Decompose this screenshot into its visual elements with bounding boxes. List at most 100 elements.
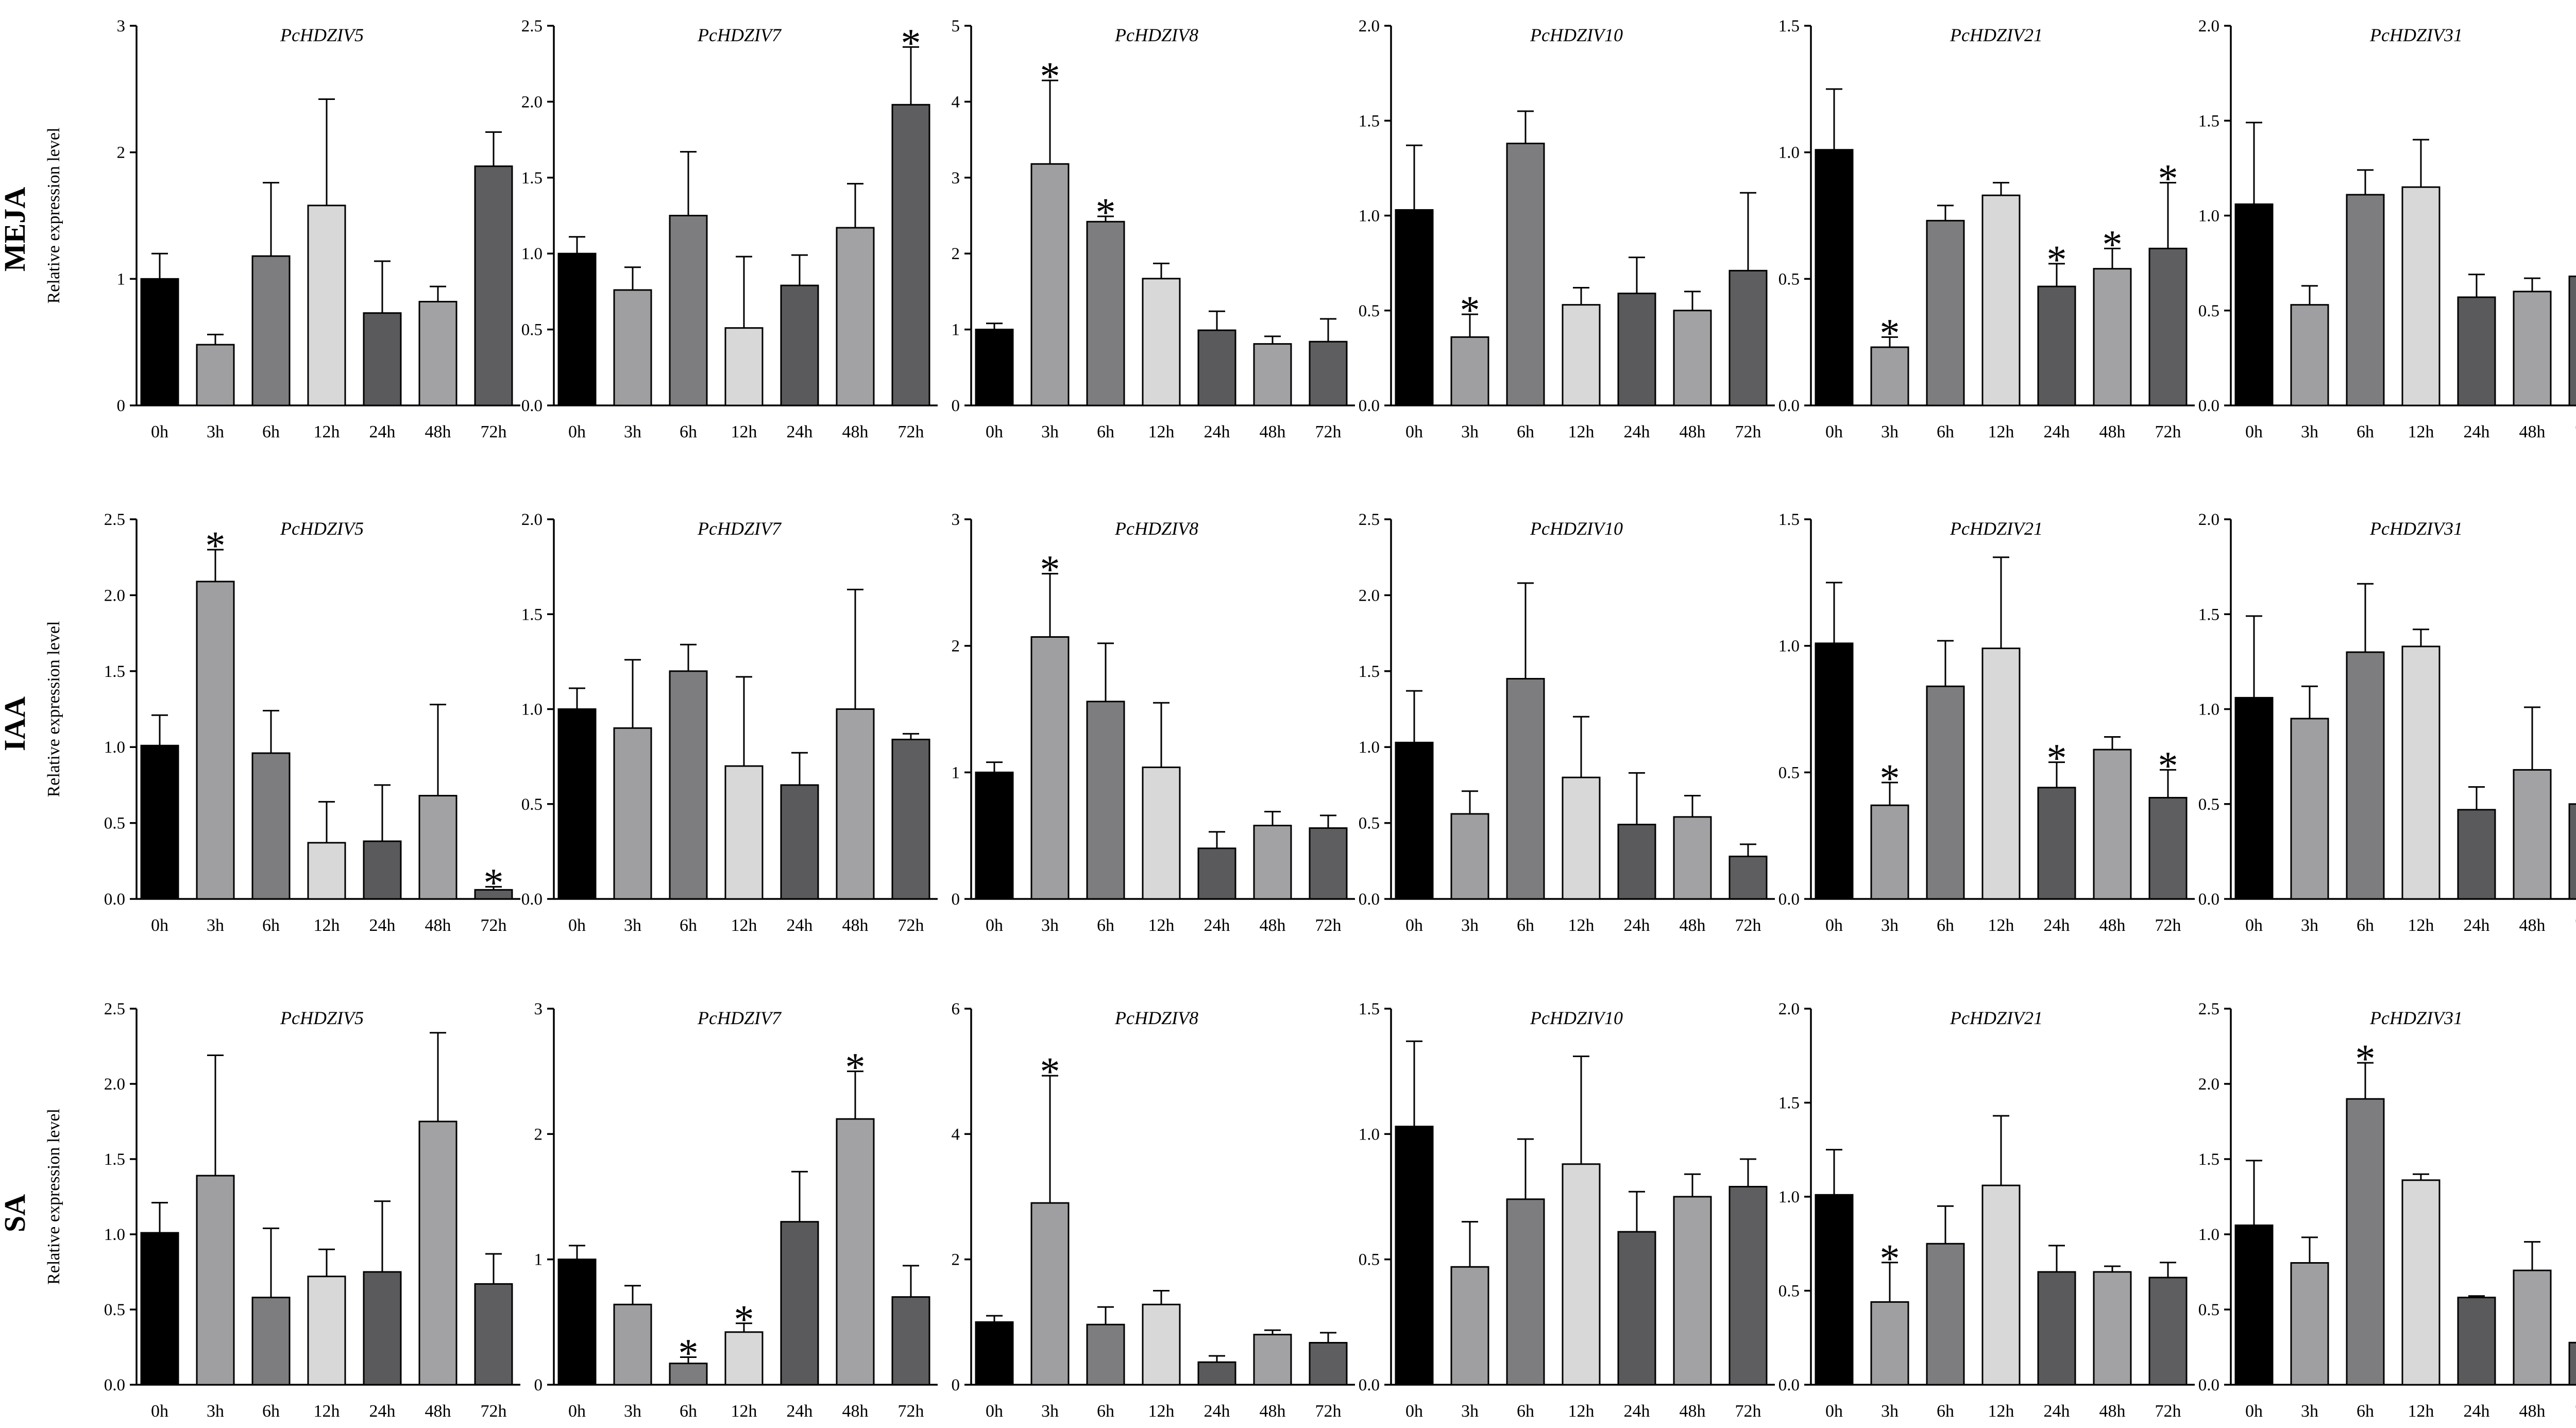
x-tick-label: 72h [1315,916,1342,935]
error-bar [569,1245,585,1260]
y-tick-label: 2 [117,144,126,162]
x-tick-label: 48h [425,916,451,935]
bar-12h [1562,776,1601,900]
x-tick-label: 48h [842,916,869,935]
error-bar [1573,287,1589,305]
x-tick-label: 12h [731,422,757,441]
significance-marker: * [1040,1049,1060,1094]
error-bar [1629,1191,1645,1232]
y-tick-label: 0.0 [1359,890,1380,909]
significance-marker: * [2355,1036,2376,1081]
x-tick-label: 6h [1097,1402,1114,1421]
bar-6h [1086,701,1125,900]
x-tick-label: 72h [898,916,924,935]
panel-sa-pchdziv8: 0 2 4 6 PcHDZIV8 0h * 3h 6h 12h 24h 48h 72h [952,1000,1355,1421]
bar-24h [1617,824,1656,900]
significance-marker: * [1880,756,1900,801]
error-bar [2104,247,2121,269]
bar-72h [2568,275,2576,406]
panel-meja-pchdziv7: 0.0 0.5 1.0 1.5 2.0 2.5 PcHDZIV7 0h 3h 6h 12h 24h 48… [521,17,938,441]
bar-48h [836,1118,875,1386]
x-tick-label: 24h [787,422,813,441]
error-bar [207,1055,224,1176]
bar-0h [2234,696,2274,900]
x-tick-label: 0h [151,916,168,935]
bar-72h [1728,269,1768,406]
error-bar [1462,790,1478,814]
x-tick-label: 24h [1624,916,1650,935]
x-tick-label: 48h [1260,1402,1286,1421]
x-tick-label: 12h [2408,916,2434,935]
error-bar [2104,1265,2121,1272]
error-bar [430,1032,446,1121]
bar-24h [780,784,819,900]
y-tick-label: 2.5 [104,1000,125,1018]
x-tick-label: 3h [207,422,224,441]
significance-marker: * [1040,54,1060,98]
error-bar [1042,1075,1058,1203]
error-bar [2413,628,2429,647]
x-tick-label: 0h [2245,422,2263,441]
error-bar [903,733,919,740]
x-tick-label: 0h [151,422,168,441]
error-bar [1629,772,1645,825]
error-bar [2357,1062,2374,1099]
panel-title: PcHDZIV7 [697,518,782,539]
bar-3h [613,289,652,406]
significance-marker: * [845,1045,866,1090]
significance-marker: * [2103,222,2123,266]
error-bar [2524,277,2540,292]
bar-6h [251,255,291,406]
error-bar [1406,144,1422,210]
error-bar [1684,291,1701,311]
x-tick-label: 3h [207,1402,224,1421]
treatment-label-meja: MEJA [0,187,31,271]
y-tick-label: 0.5 [1778,1282,1800,1301]
y-tick-label: 1.5 [1778,1094,1800,1113]
bar-48h [2093,749,2132,900]
bar-6h [251,1297,291,1386]
error-bar [1209,831,1225,848]
chart-panels: Relative expression level 0 1 2 3 PcHDZIV5 0h 3… [44,17,2576,1421]
bar-3h [196,581,235,900]
error-bar [1993,182,2009,196]
y-tick-label: 0.0 [2198,890,2219,909]
x-tick-label: 0h [1825,422,1843,441]
error-bar [1993,556,2009,649]
panel-meja-pchdziv8: 0 1 2 3 4 5 PcHDZIV8 0h * 3h * 6h 12h 24h 48h 72h [952,17,1355,441]
error-bar [1406,1040,1422,1127]
bar-72h [2148,247,2188,406]
x-tick-label: 0h [568,422,586,441]
error-bar [2246,122,2262,205]
bar-6h [251,752,291,900]
x-tick-label: 6h [1097,916,1114,935]
x-tick-label: 3h [1881,422,1899,441]
x-tick-label: 72h [898,422,924,441]
x-tick-label: 24h [787,916,813,935]
bar-0h [975,329,1014,406]
significance-marker: * [1096,190,1116,234]
x-tick-label: 72h [481,1402,507,1421]
bar-12h [2401,1179,2441,1386]
bar-72h [1728,1186,1768,1386]
x-tick-label: 48h [425,422,451,441]
y-tick-label: 0.0 [1778,1376,1800,1395]
error-bar [1264,1329,1281,1335]
y-tick-label: 3 [952,169,960,188]
bar-48h [2513,291,2552,406]
x-tick-label: 12h [1568,422,1595,441]
error-bar [1517,582,1534,679]
x-tick-label: 72h [2575,1402,2576,1421]
significance-marker: * [2047,237,2067,282]
y-tick-label: 0.0 [2198,397,2219,415]
y-tick-label: 2 [952,1251,960,1269]
significance-marker: * [2158,156,2178,201]
y-tick-label: 4 [952,1125,960,1144]
bar-12h [307,842,346,900]
bar-12h [724,327,764,406]
error-bar [791,254,808,286]
y-tick-label: 1.0 [1359,207,1380,226]
error-bar [1097,1306,1114,1325]
x-tick-label: 0h [151,1402,168,1421]
bar-3h [1030,163,1070,406]
